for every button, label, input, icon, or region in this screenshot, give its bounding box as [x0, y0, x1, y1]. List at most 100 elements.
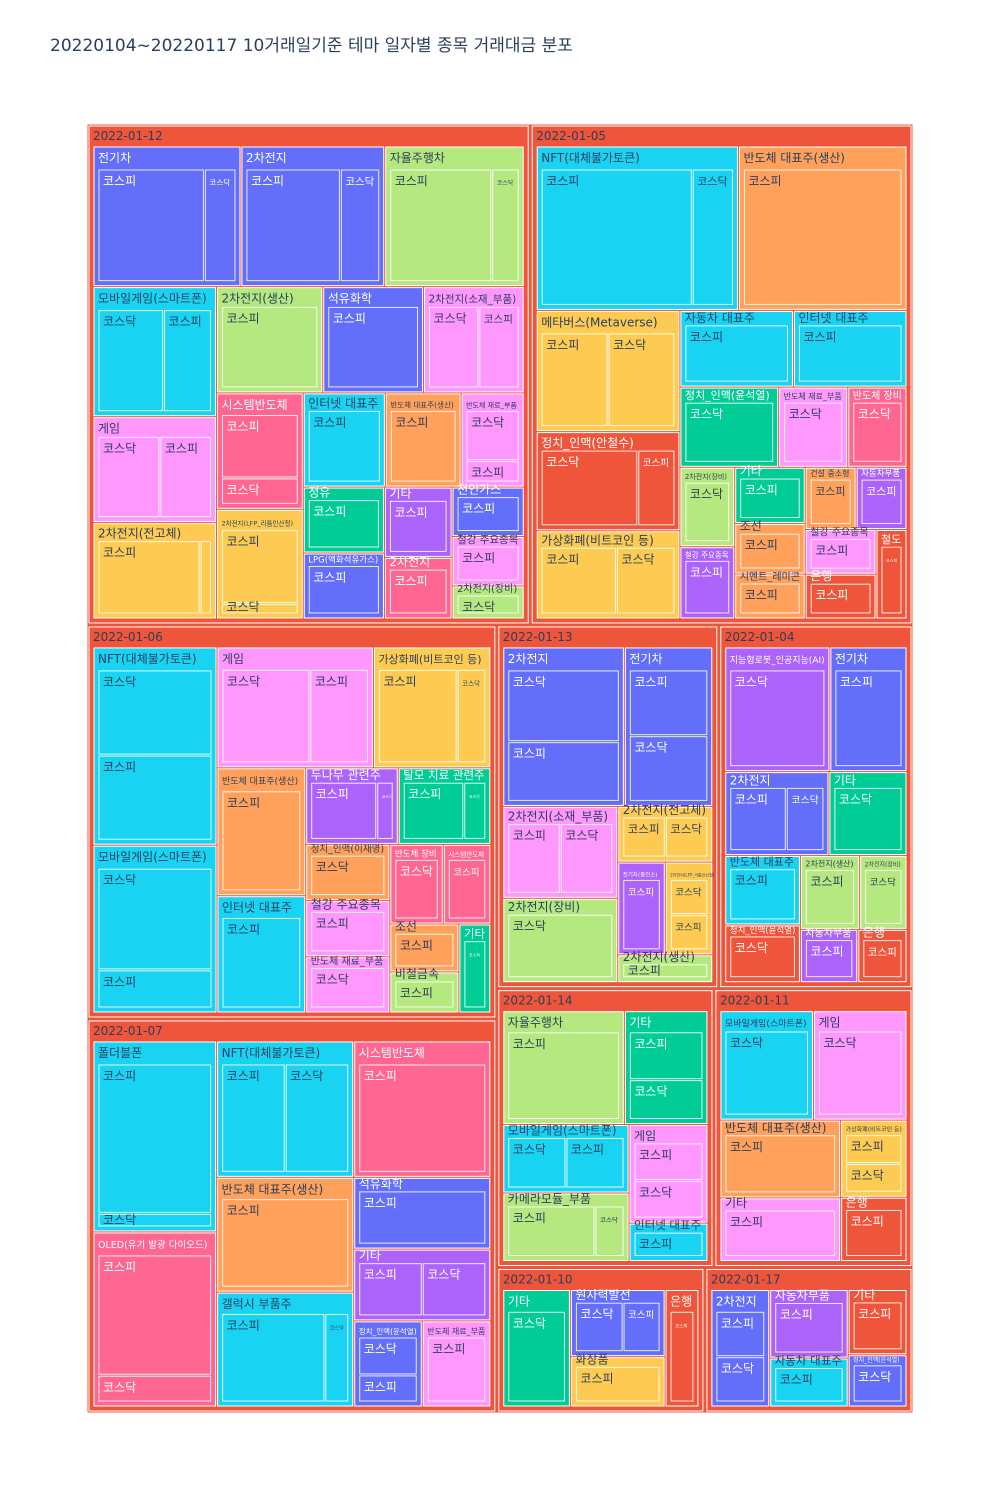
market-label: 코스피 [364, 1268, 397, 1282]
market-label: 코스닥 [823, 1036, 856, 1050]
market-label: 코스닥 [226, 600, 259, 614]
market-label: 코스피 [513, 747, 546, 761]
treemap-market [378, 669, 457, 763]
treemap-market [340, 169, 380, 282]
treemap-market [222, 669, 310, 763]
theme-label: 철강 주요종목 [457, 534, 519, 546]
theme-label: LPG(액화석유가스) [308, 555, 378, 566]
theme-label: 모바일게임(스마트폰) [725, 1018, 807, 1030]
day-label: 2022-01-14 [503, 994, 573, 1008]
theme-label: 비철금속 [395, 967, 439, 981]
theme-label: 정치_인맥(이재명) [311, 843, 384, 855]
market-label: 코스피 [730, 1140, 763, 1154]
treemap-market [98, 1375, 212, 1402]
theme-label: 시스템반도체 [221, 398, 287, 412]
theme-label: 2차전지(LFP_리튬인산철) [670, 871, 714, 877]
treemap-market [541, 333, 608, 427]
treemap-market [853, 1365, 902, 1402]
market-label: 코스피 [858, 1307, 891, 1321]
market-label: 코스피 [313, 571, 346, 585]
treemap-market [775, 1367, 843, 1402]
treemap-market [466, 461, 519, 482]
market-label: 코스피 [745, 588, 778, 602]
market-label: 코스피 [333, 311, 366, 325]
treemap-market [98, 541, 200, 614]
market-label: 코스닥 [675, 887, 701, 898]
theme-label: 반도체 장비 [853, 390, 902, 402]
market-label: 코스닥 [316, 973, 349, 987]
day-label: 2022-01-12 [93, 129, 163, 143]
treemap-market [716, 1357, 765, 1402]
treemap-market [805, 940, 853, 978]
market-label: 코스피 [408, 787, 441, 801]
day-label: 2022-01-05 [536, 129, 606, 143]
treemap-market [464, 941, 486, 1008]
treemap-market [638, 450, 675, 526]
treemap-market [775, 1302, 843, 1353]
treemap-market [508, 824, 560, 893]
treemap-market [98, 868, 212, 970]
theme-label: 정치_인맥(윤석열) [730, 925, 796, 936]
market-label: 코스닥 [103, 441, 136, 455]
treemap-market [98, 1064, 212, 1213]
treemap-market [784, 402, 843, 462]
market-label: 코스닥 [471, 415, 504, 429]
treemap-market [730, 787, 786, 851]
treemap-market [492, 169, 519, 282]
market-label: 코스피 [730, 1215, 763, 1229]
market-label: 코스피 [721, 1316, 754, 1330]
market-label: 코스피 [251, 174, 284, 188]
theme-label: 원자력발전 [575, 1288, 630, 1302]
treemap-market [541, 169, 692, 305]
market-label: 코스닥 [600, 1215, 618, 1224]
market-label: 코스닥 [858, 407, 891, 421]
theme-label: 2차전지(장비) [865, 860, 901, 868]
theme-label: 2차전지 [730, 773, 771, 787]
theme-label: 지능형로봇_인공지능(AI) [730, 655, 825, 666]
market-label: 코스닥 [226, 483, 259, 497]
treemap-market [389, 569, 447, 614]
market-label: 코스닥 [735, 675, 768, 689]
treemap-market [725, 1135, 836, 1193]
treemap-market [390, 410, 456, 482]
treemap-market [863, 940, 902, 978]
theme-label: 2차전지 [389, 555, 430, 569]
market-label: 코스피 [169, 315, 202, 329]
theme-label: 은행 [670, 1294, 692, 1309]
treemap-market [818, 1031, 902, 1115]
treemap-market [285, 1064, 349, 1172]
treemap-market [98, 436, 160, 518]
treemap-market [616, 547, 675, 614]
treemap-market [427, 1337, 486, 1402]
market-label: 코스피 [400, 938, 433, 952]
treemap-market [325, 1313, 349, 1402]
market-label: 코스닥 [730, 1036, 763, 1050]
theme-label: 석유화학 [328, 292, 372, 306]
treemap-market [311, 968, 385, 1008]
market-label: 코스닥 [427, 1268, 460, 1282]
market-label: 코스닥 [565, 829, 598, 843]
market-label: 코스피 [364, 1380, 397, 1394]
treemap-market [508, 1032, 619, 1119]
theme-label: 정치_인맥(안철수) [541, 436, 634, 450]
treemap-market [629, 670, 708, 736]
theme-label: 자동차부품 [805, 928, 851, 940]
market-label: 코스닥 [870, 877, 896, 888]
treemap-market [810, 539, 871, 569]
market-label: 코스닥 [546, 455, 579, 469]
treemap-market [359, 1337, 417, 1375]
market-label: 코스닥 [513, 1142, 546, 1156]
market-label: 코스피 [780, 1372, 813, 1386]
treemap-market [403, 782, 464, 839]
treemap-market [508, 1311, 565, 1402]
theme-label: 인터넷 대표주 [308, 396, 378, 410]
theme-label: 석유화학 [359, 1177, 403, 1191]
market-label: 코스피 [165, 441, 198, 455]
treemap-market [805, 869, 855, 924]
market-label: 코스피 [395, 415, 428, 429]
theme-label: 게임 [98, 422, 120, 436]
treemap-market [881, 546, 902, 614]
theme-label: 2차전지(생산) [805, 858, 853, 868]
market-label: 코스닥 [513, 1316, 546, 1330]
theme-label: 모바일게임(스마트폰) [98, 850, 207, 864]
